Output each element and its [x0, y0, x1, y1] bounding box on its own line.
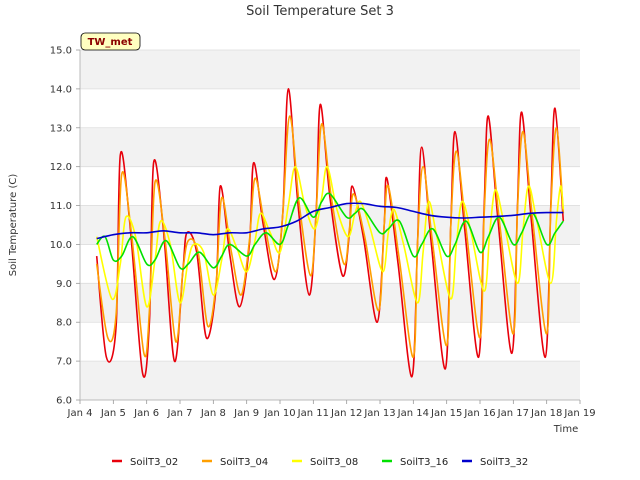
plot-band — [80, 283, 580, 323]
y-tick-label: 14.0 — [50, 84, 72, 95]
badge-box — [80, 32, 141, 51]
x-tick-label: Jan 15 — [430, 408, 462, 419]
y-tick-label: 8.0 — [56, 318, 72, 329]
chart-title: Soil Temperature Set 3 — [246, 4, 394, 19]
x-tick-label: Jan 7 — [167, 408, 193, 419]
plot-band — [80, 322, 580, 362]
y-tick-label: 6.0 — [56, 396, 72, 407]
legend-label-SoilT3_04: SoilT3_04 — [220, 457, 268, 468]
x-axis-ticks: Jan 4 Jan 5 Jan 6 Jan 7 Jan 8 Jan 9 Jan 10 Jan … — [67, 400, 596, 419]
x-tick-label: Jan 11 — [297, 408, 329, 419]
x-tick-label: Jan 18 — [530, 408, 562, 419]
plot-band — [80, 127, 580, 167]
x-axis-label: Time — [553, 424, 578, 435]
y-tick-label: 12.0 — [50, 162, 72, 173]
y-tick-label: 10.0 — [50, 240, 72, 251]
legend: SoilT3_02 SoilT3_04 SoilT3_08 SoilT3_16 Soil… — [112, 457, 528, 468]
x-tick-label: Jan 5 — [100, 408, 126, 419]
y-axis-ticks: 6.0 7.0 8.0 9.0 10.0 11.0 12.0 13.0 14.0 15.0 — [50, 46, 80, 407]
x-tick-label: Jan 8 — [200, 408, 226, 419]
x-tick-label: Jan 16 — [463, 408, 495, 419]
legend-label-SoilT3_16: SoilT3_16 — [400, 457, 448, 468]
y-tick-label: 11.0 — [50, 201, 72, 212]
plot-band — [80, 88, 580, 128]
badge: TW_met — [80, 32, 141, 51]
y-axis-label: Soil Temperature (C) — [8, 174, 19, 277]
y-tick-label: 15.0 — [50, 46, 72, 57]
plot-band — [80, 244, 580, 284]
y-tick-label: 13.0 — [50, 123, 72, 134]
legend-label-SoilT3_32: SoilT3_32 — [480, 457, 528, 468]
x-tick-label: Jan 4 — [67, 408, 93, 419]
x-tick-label: Jan 19 — [563, 408, 595, 419]
series-layer — [95, 88, 565, 378]
plot-band — [80, 361, 580, 400]
x-tick-label: Jan 13 — [363, 408, 395, 419]
plot-band — [80, 50, 580, 89]
series-line-SoilT3_04 — [95, 115, 565, 359]
x-tick-label: Jan 6 — [133, 408, 159, 419]
series-line-SoilT3_32 — [96, 202, 564, 240]
x-tick-label: Jan 9 — [233, 408, 259, 419]
legend-label-SoilT3_08: SoilT3_08 — [310, 457, 358, 468]
x-tick-label: Jan 12 — [330, 408, 362, 419]
series-line-SoilT3_08 — [95, 165, 565, 308]
x-tick-label: Jan 17 — [497, 408, 529, 419]
legend-label-SoilT3_02: SoilT3_02 — [130, 457, 178, 468]
x-tick-label: Jan 14 — [397, 408, 429, 419]
y-tick-label: 9.0 — [56, 279, 72, 290]
series-line-SoilT3_16 — [96, 192, 564, 270]
badge-label: TW_met — [88, 37, 133, 48]
y-tick-label: 7.0 — [56, 357, 72, 368]
x-tick-label: Jan 10 — [263, 408, 295, 419]
